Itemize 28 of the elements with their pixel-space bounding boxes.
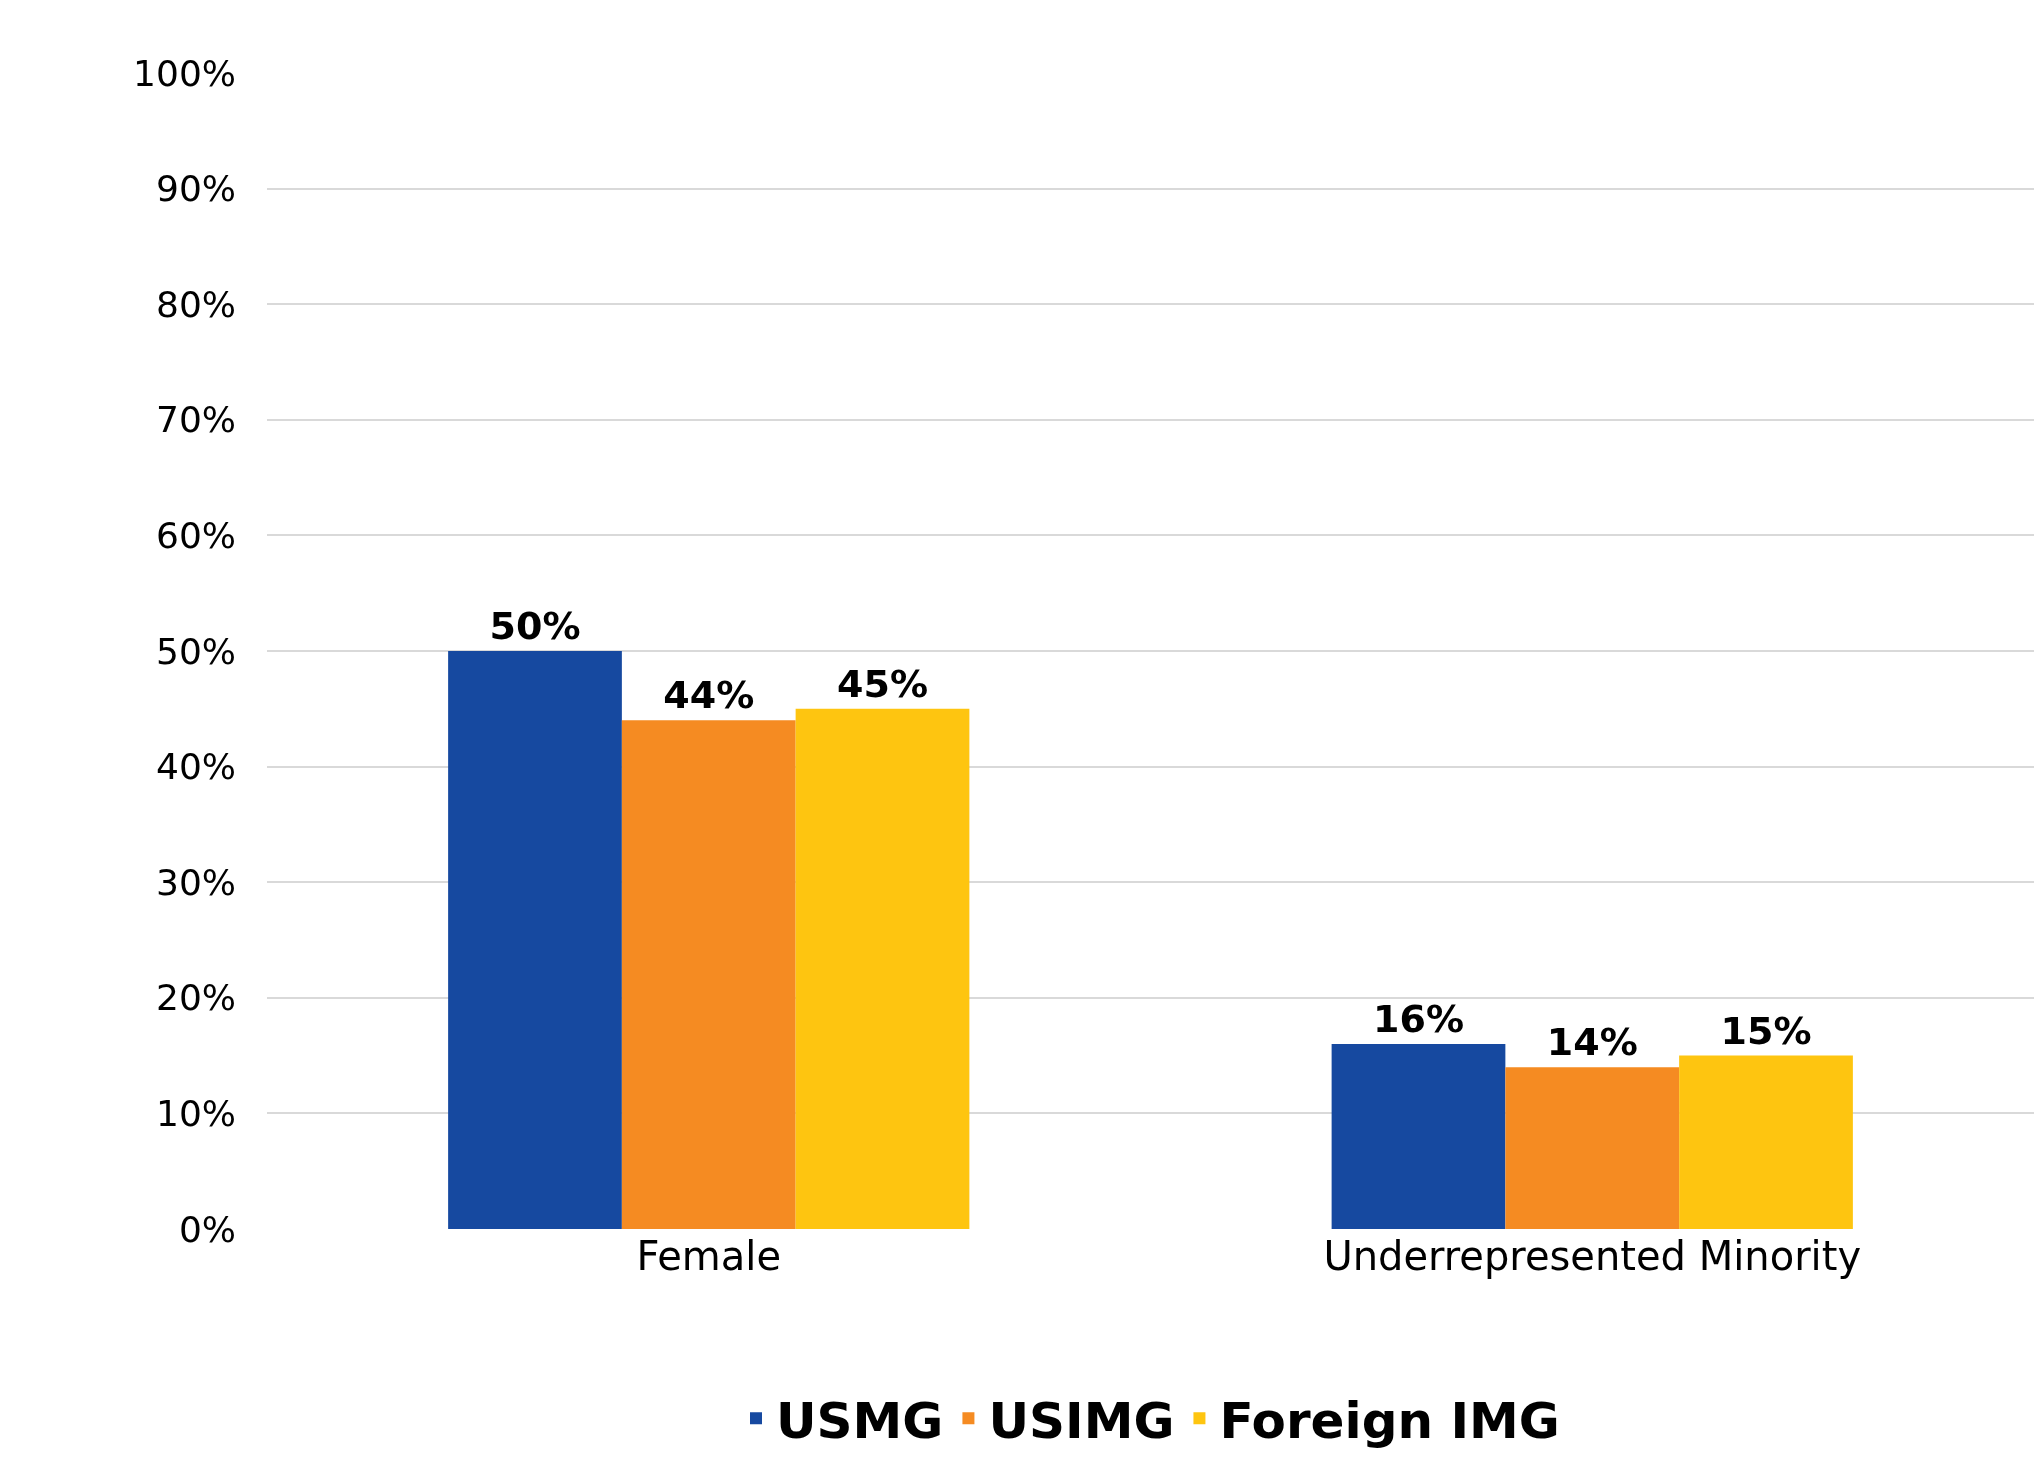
y-tick-label: 10% [155, 1093, 236, 1134]
y-tick-label: 100% [133, 52, 236, 94]
data-label: 15% [1720, 1008, 1812, 1053]
y-tick-label: 50% [155, 630, 236, 672]
bar [1505, 1067, 1680, 1229]
bar [795, 708, 970, 1229]
bar [1679, 1055, 1853, 1229]
x-tick-label: Female [636, 1233, 782, 1279]
data-label: 50% [489, 604, 581, 648]
bar [1331, 1044, 1506, 1229]
data-label: 14% [1546, 1020, 1638, 1065]
y-tick-label: 70% [155, 399, 236, 441]
y-tick-label: 30% [155, 861, 236, 903]
data-label: 16% [1373, 997, 1464, 1042]
bar [448, 651, 622, 1229]
y-tick-label: 0% [178, 1208, 236, 1250]
y-tick-label: 60% [155, 515, 236, 556]
y-tick-label: 40% [155, 746, 236, 788]
legend-label: Foreign IMG [1219, 1391, 1560, 1450]
legend-label: USMG [776, 1391, 944, 1450]
x-tick-label: Underrepresented Minority [1323, 1233, 1862, 1279]
legend-label: USIMG [988, 1391, 1175, 1450]
data-label: 44% [663, 673, 755, 718]
bar [621, 720, 796, 1229]
y-tick-label: 80% [155, 283, 236, 325]
data-label: 45% [837, 661, 928, 706]
y-tick-label: 90% [155, 168, 236, 210]
y-tick-label: 20% [155, 977, 236, 1019]
